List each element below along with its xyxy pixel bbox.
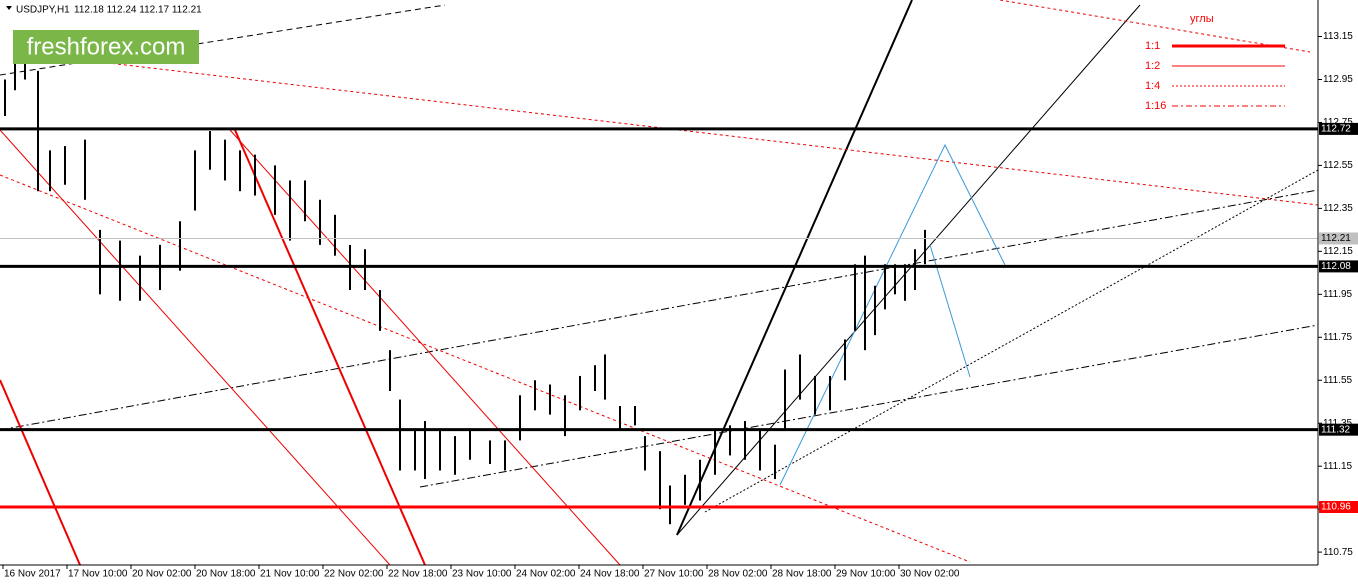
- x-tick-label: 22 Nov 02:00: [324, 569, 384, 580]
- x-tick-label: 22 Nov 18:00: [388, 569, 448, 580]
- level-label: 112.08: [1321, 261, 1351, 272]
- x-tick-label: 20 Nov 18:00: [196, 569, 256, 580]
- level-tag: [1319, 122, 1358, 135]
- y-tick-label: 111.15: [1323, 461, 1353, 472]
- x-tick-label: 24 Nov 18:00: [580, 569, 640, 580]
- trend-line: [0, 129, 391, 566]
- x-tick-label: 16 Nov 2017: [4, 569, 61, 580]
- legend: углы 1:1 1:2 1:4 1:16: [1145, 13, 1285, 112]
- legend-label: 1:4: [1145, 80, 1160, 92]
- y-tick-label: 112.35: [1323, 203, 1353, 214]
- x-tick-label: 20 Nov 02:00: [132, 569, 192, 580]
- logo: freshforex.com: [27, 33, 186, 60]
- x-tick-label: 28 Nov 02:00: [708, 569, 768, 580]
- x-tick-label: 17 Nov 10:00: [68, 569, 128, 580]
- y-tick-label: 111.55: [1323, 375, 1353, 386]
- level-label: 112.72: [1321, 124, 1351, 135]
- trend-line: [999, 0, 1311, 53]
- level-tag: [1319, 260, 1358, 273]
- logo-box: [13, 30, 199, 64]
- plot: [0, 40, 1318, 525]
- y-tick-label: 112.55: [1323, 160, 1353, 171]
- level-tag: [1319, 232, 1358, 245]
- level-label: 111.32: [1321, 424, 1351, 435]
- chart-title: USDJPY,H1: [16, 5, 70, 16]
- legend-label: 1:2: [1145, 60, 1160, 72]
- level-tag: [1319, 500, 1358, 513]
- x-tick-label: 23 Nov 10:00: [452, 569, 512, 580]
- legend-title: углы: [1190, 13, 1214, 25]
- level-tag: [1319, 423, 1358, 436]
- level-label: 110.96: [1321, 502, 1351, 513]
- level-label: 112.21: [1321, 233, 1351, 244]
- trend-line: [234, 129, 426, 566]
- y-tick-label: 111.95: [1323, 289, 1353, 300]
- y-tick-label: 111.35: [1323, 418, 1353, 429]
- trend-line: [676, 4, 1141, 536]
- y-tick-label: 112.75: [1323, 117, 1353, 128]
- trend-line: [0, 189, 1319, 431]
- legend-label: 1:16: [1145, 100, 1166, 112]
- y-tick-label: 112.15: [1323, 246, 1353, 257]
- legend-label: 1:1: [1145, 40, 1160, 52]
- y-tick-label: 112.95: [1323, 74, 1353, 85]
- y-tick-label: 111.75: [1323, 332, 1353, 343]
- menu-icon[interactable]: [6, 6, 12, 10]
- trend-line: [0, 174, 971, 563]
- trend-line: [704, 169, 1319, 513]
- trend-line: [229, 129, 621, 566]
- x-tick-label: 24 Nov 02:00: [516, 569, 576, 580]
- trend-line: [0, 379, 81, 566]
- x-tick-label: 28 Nov 18:00: [772, 569, 832, 580]
- quote: 112.18 112.24 112.17 112.21: [74, 5, 202, 16]
- x-tick-label: 29 Nov 10:00: [836, 569, 896, 580]
- x-tick-label: 21 Nov 10:00: [260, 569, 320, 580]
- trend-line: [99, 61, 1319, 206]
- x-tick-label: 30 Nov 02:00: [900, 569, 960, 580]
- y-tick-label: 110.75: [1323, 547, 1353, 558]
- projection-line: [779, 143, 1006, 486]
- x-tick-label: 27 Nov 10:00: [644, 569, 704, 580]
- y-tick-label: 113.15: [1323, 31, 1353, 42]
